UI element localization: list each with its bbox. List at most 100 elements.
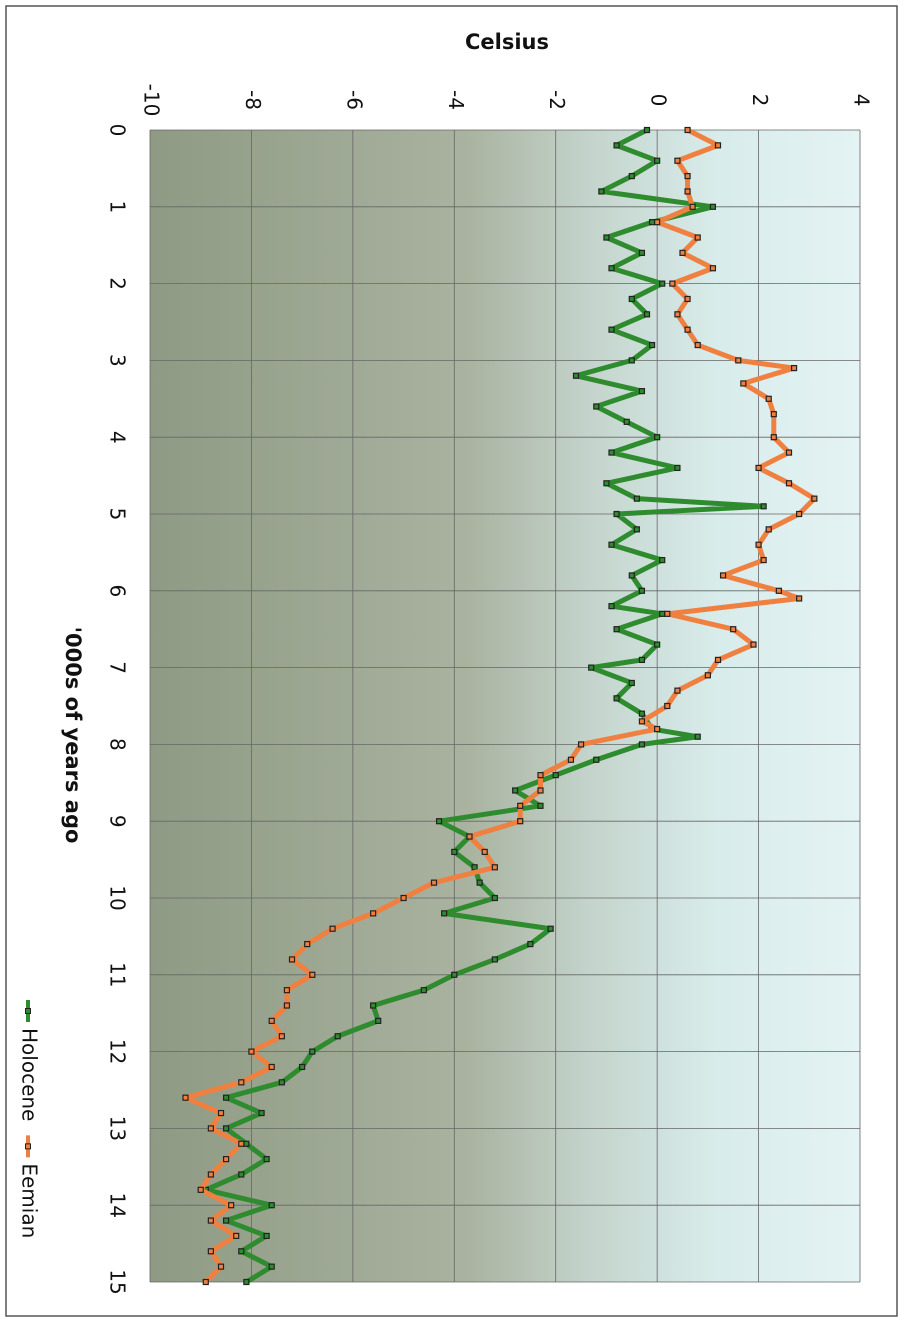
x-tick-label: 13 xyxy=(106,1116,130,1141)
data-point xyxy=(208,1126,213,1131)
legend-label: Eemian xyxy=(18,1163,42,1238)
data-point xyxy=(665,611,670,616)
data-point xyxy=(710,266,715,271)
data-point xyxy=(609,266,614,271)
data-point xyxy=(639,588,644,593)
y-tick-label: 4 xyxy=(850,94,874,107)
data-point xyxy=(675,158,680,163)
legend-marker xyxy=(26,1144,31,1149)
data-point xyxy=(183,1095,188,1100)
data-point xyxy=(492,896,497,901)
data-point xyxy=(249,1049,254,1054)
data-point xyxy=(614,143,619,148)
data-point xyxy=(594,404,599,409)
data-point xyxy=(766,527,771,532)
data-point xyxy=(634,527,639,532)
data-point xyxy=(645,312,650,317)
data-point xyxy=(269,1018,274,1023)
data-point xyxy=(219,1264,224,1269)
data-point xyxy=(776,588,781,593)
data-point xyxy=(751,642,756,647)
data-point xyxy=(224,1126,229,1131)
data-point xyxy=(655,158,660,163)
y-tick-label: -10 xyxy=(140,84,164,117)
data-point xyxy=(437,819,442,824)
data-point xyxy=(244,1141,249,1146)
data-point xyxy=(244,1280,249,1285)
data-point xyxy=(655,642,660,647)
data-point xyxy=(705,673,710,678)
data-point xyxy=(609,604,614,609)
data-point xyxy=(655,435,660,440)
data-point xyxy=(264,1233,269,1238)
x-tick-label: 9 xyxy=(106,815,130,828)
data-point xyxy=(614,696,619,701)
y-axis-title: Celsius xyxy=(465,30,549,54)
data-point xyxy=(766,396,771,401)
data-point xyxy=(716,143,721,148)
data-point xyxy=(401,896,406,901)
data-point xyxy=(284,1003,289,1008)
data-point xyxy=(452,849,457,854)
data-point xyxy=(203,1280,208,1285)
x-tick-label: 10 xyxy=(106,885,130,910)
data-point xyxy=(548,926,553,931)
y-tick-label: 0 xyxy=(647,94,671,107)
data-point xyxy=(284,988,289,993)
data-point xyxy=(787,481,792,486)
x-tick-label: 12 xyxy=(106,1039,130,1064)
data-point xyxy=(492,865,497,870)
data-point xyxy=(310,972,315,977)
data-point xyxy=(629,358,634,363)
y-tick-label: -2 xyxy=(545,90,569,110)
data-point xyxy=(198,1187,203,1192)
data-point xyxy=(335,1034,340,1039)
x-tick-label: 6 xyxy=(106,584,130,597)
x-axis-title: '000s of years ago xyxy=(61,627,85,844)
x-tick-label: 8 xyxy=(106,738,130,751)
page: {"chart_data": {"type": "line", "ylabel"… xyxy=(0,0,904,1322)
data-point xyxy=(208,1218,213,1223)
data-point xyxy=(264,1157,269,1162)
data-point xyxy=(797,596,802,601)
data-point xyxy=(432,880,437,885)
data-point xyxy=(685,327,690,332)
data-point xyxy=(685,189,690,194)
data-point xyxy=(675,312,680,317)
data-point xyxy=(650,220,655,225)
legend-label: Holocene xyxy=(18,1028,42,1121)
data-point xyxy=(629,174,634,179)
data-point xyxy=(639,719,644,724)
data-point xyxy=(290,957,295,962)
data-point xyxy=(208,1249,213,1254)
y-tick-label: -4 xyxy=(444,90,468,110)
data-point xyxy=(629,573,634,578)
data-point xyxy=(639,711,644,716)
y-tick-label: -8 xyxy=(241,90,265,110)
data-point xyxy=(660,558,665,563)
data-point xyxy=(513,788,518,793)
data-point xyxy=(467,834,472,839)
data-point xyxy=(756,542,761,547)
data-point xyxy=(224,1095,229,1100)
data-point xyxy=(371,1003,376,1008)
data-point xyxy=(269,1264,274,1269)
x-tick-label: 11 xyxy=(106,962,130,987)
data-point xyxy=(229,1203,234,1208)
data-point xyxy=(761,558,766,563)
data-point xyxy=(518,803,523,808)
data-point xyxy=(634,496,639,501)
data-point xyxy=(538,773,543,778)
data-point xyxy=(710,204,715,209)
data-point xyxy=(599,189,604,194)
data-point xyxy=(655,220,660,225)
data-point xyxy=(655,727,660,732)
data-point xyxy=(492,957,497,962)
data-point xyxy=(269,1064,274,1069)
data-point xyxy=(482,849,487,854)
x-tick-label: 15 xyxy=(106,1269,130,1294)
x-tick-label: 5 xyxy=(106,508,130,521)
data-point xyxy=(589,665,594,670)
data-point xyxy=(721,573,726,578)
legend-marker xyxy=(26,1009,31,1014)
